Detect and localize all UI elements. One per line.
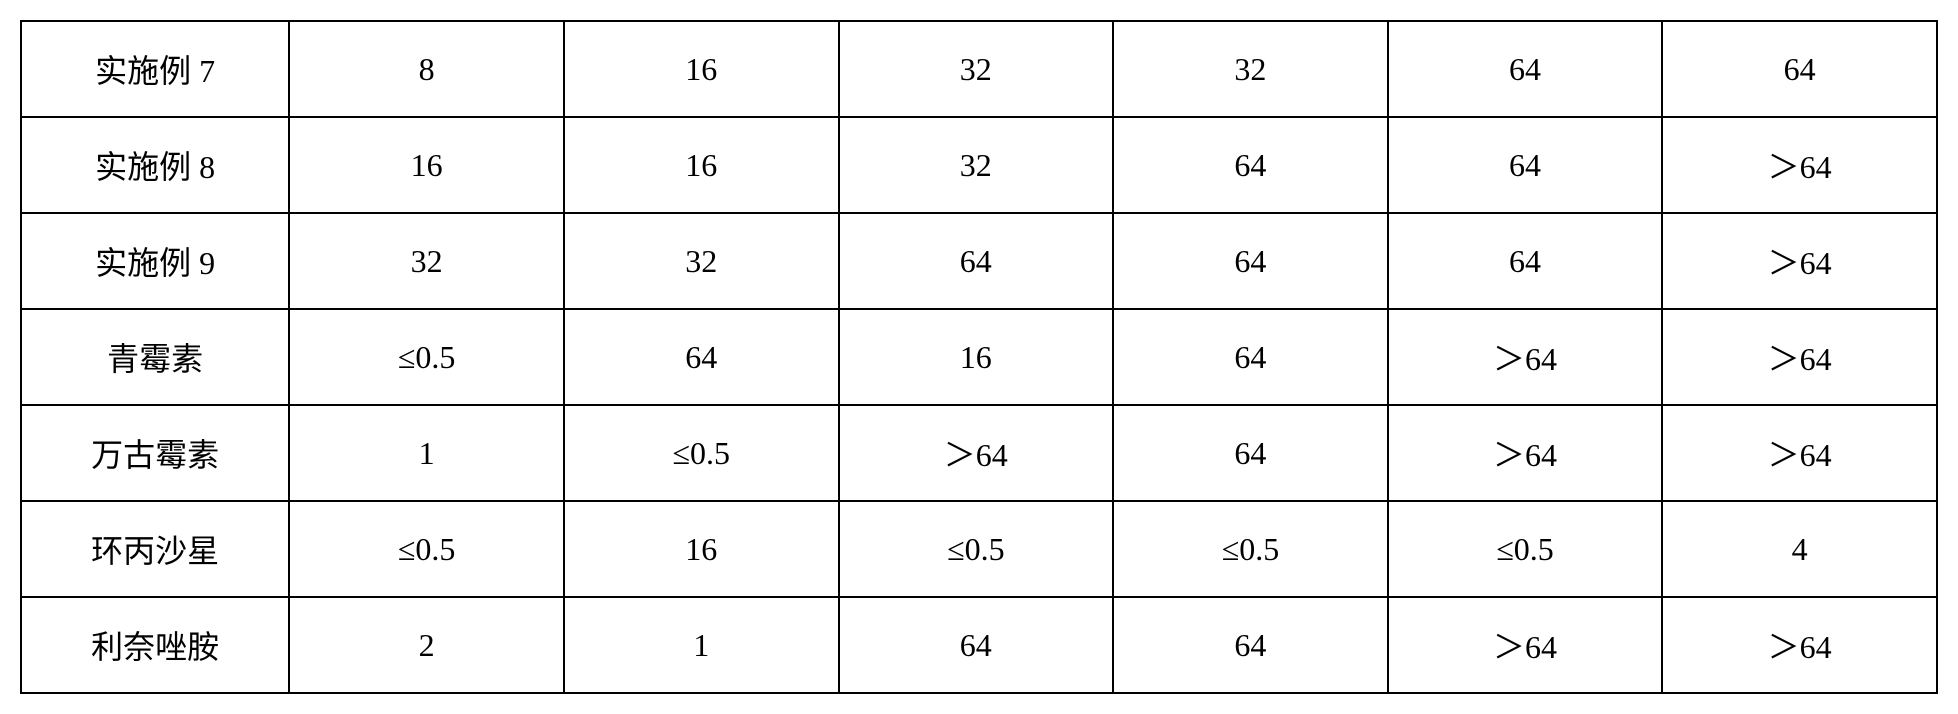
table-cell: 64	[1388, 213, 1663, 309]
table-cell: 16	[289, 117, 564, 213]
table-cell: 32	[289, 213, 564, 309]
table-cell: 8	[289, 21, 564, 117]
table-cell: 64	[1388, 21, 1663, 117]
table-cell: 64	[839, 597, 1114, 693]
table-cell: 64	[1113, 213, 1388, 309]
table-cell: ≤0.5	[564, 405, 839, 501]
row-label: 利奈唑胺	[21, 597, 289, 693]
table-row: 青霉素 ≤0.5 64 16 64 ＞64 ＞64	[21, 309, 1937, 405]
data-table: 实施例 7 8 16 32 32 64 64 实施例 8 16 16 32 64…	[20, 20, 1938, 694]
table-cell: 64	[839, 213, 1114, 309]
table-cell: 64	[564, 309, 839, 405]
table-cell: 64	[1113, 309, 1388, 405]
row-label: 实施例 7	[21, 21, 289, 117]
table-cell: ≤0.5	[1113, 501, 1388, 597]
table-cell: 1	[289, 405, 564, 501]
table-row: 环丙沙星 ≤0.5 16 ≤0.5 ≤0.5 ≤0.5 4	[21, 501, 1937, 597]
table-cell: ≤0.5	[839, 501, 1114, 597]
table-cell: ＞64	[1662, 213, 1937, 309]
table-row: 万古霉素 1 ≤0.5 ＞64 64 ＞64 ＞64	[21, 405, 1937, 501]
row-label: 环丙沙星	[21, 501, 289, 597]
row-label: 万古霉素	[21, 405, 289, 501]
table-cell: ＞64	[1662, 309, 1937, 405]
table-cell: ＞64	[839, 405, 1114, 501]
table-cell: ≤0.5	[289, 309, 564, 405]
table-cell: 64	[1113, 597, 1388, 693]
table-cell: 32	[839, 117, 1114, 213]
table-cell: 32	[1113, 21, 1388, 117]
table-cell: 64	[1388, 117, 1663, 213]
table-cell: 16	[564, 21, 839, 117]
table-cell: 16	[564, 501, 839, 597]
table-row: 实施例 9 32 32 64 64 64 ＞64	[21, 213, 1937, 309]
table-cell: ＞64	[1662, 597, 1937, 693]
table-row: 实施例 7 8 16 32 32 64 64	[21, 21, 1937, 117]
table-cell: ≤0.5	[1388, 501, 1663, 597]
table-cell: 32	[564, 213, 839, 309]
table-cell: ＞64	[1662, 117, 1937, 213]
table-cell: 64	[1113, 117, 1388, 213]
table-cell: ＞64	[1388, 405, 1663, 501]
table-cell: 1	[564, 597, 839, 693]
table-row: 利奈唑胺 2 1 64 64 ＞64 ＞64	[21, 597, 1937, 693]
table-cell: 16	[564, 117, 839, 213]
table-body: 实施例 7 8 16 32 32 64 64 实施例 8 16 16 32 64…	[21, 21, 1937, 693]
row-label: 实施例 9	[21, 213, 289, 309]
table-cell: 16	[839, 309, 1114, 405]
table-cell: ≤0.5	[289, 501, 564, 597]
table-cell: 64	[1113, 405, 1388, 501]
row-label: 实施例 8	[21, 117, 289, 213]
table-cell: 64	[1662, 21, 1937, 117]
table-cell: 2	[289, 597, 564, 693]
table-cell: 32	[839, 21, 1114, 117]
table-row: 实施例 8 16 16 32 64 64 ＞64	[21, 117, 1937, 213]
table-cell: 4	[1662, 501, 1937, 597]
row-label: 青霉素	[21, 309, 289, 405]
table-cell: ＞64	[1388, 597, 1663, 693]
table-cell: ＞64	[1662, 405, 1937, 501]
table-cell: ＞64	[1388, 309, 1663, 405]
